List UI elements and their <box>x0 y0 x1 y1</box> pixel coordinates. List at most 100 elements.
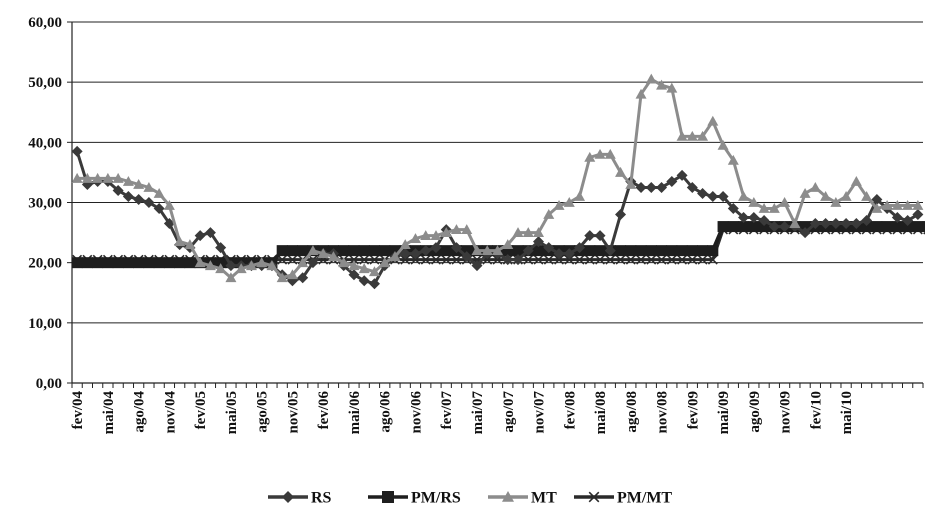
axes <box>67 21 924 388</box>
x-tick-label: mai/07 <box>470 391 486 435</box>
data-point <box>809 218 821 230</box>
legend-label: PM/MT <box>617 490 672 507</box>
data-point <box>871 203 883 213</box>
y-tick-label: 40,00 <box>28 135 62 151</box>
data-point <box>317 248 329 259</box>
data-point <box>102 257 114 269</box>
data-point <box>194 230 206 242</box>
x-tick-label: ago/04 <box>132 391 148 433</box>
x-tick-label: fev/09 <box>685 391 701 429</box>
x-tick-label: ago/09 <box>747 391 763 433</box>
legend-label: PM/RS <box>411 490 461 507</box>
data-point <box>912 221 924 233</box>
data-point <box>512 245 524 257</box>
data-point <box>153 187 165 198</box>
y-axis-ticks: 0,00 10,00 20,00 30,00 40,00 50,00 60,00 <box>28 15 62 392</box>
data-point <box>348 254 359 265</box>
data-point <box>194 257 206 268</box>
data-point <box>215 257 227 269</box>
data-point <box>276 245 288 257</box>
data-point <box>441 254 452 265</box>
data-point <box>697 254 708 265</box>
data-point <box>492 245 503 256</box>
x-tick-label: fev/05 <box>193 391 209 429</box>
data-point <box>266 260 278 271</box>
data-point <box>850 175 862 186</box>
legend-item: PM/RS <box>368 490 461 507</box>
data-point <box>799 227 811 239</box>
data-point <box>635 88 647 99</box>
x-tick-label: ago/06 <box>378 391 394 433</box>
data-point <box>768 221 780 233</box>
y-tick-label: 50,00 <box>28 75 62 91</box>
data-point <box>707 254 718 265</box>
data-point <box>645 181 657 193</box>
data-point <box>389 251 401 262</box>
data-point <box>588 491 600 503</box>
data-point <box>399 248 411 260</box>
data-point <box>450 224 462 234</box>
data-point <box>748 212 760 224</box>
data-point <box>584 151 596 162</box>
data-point <box>430 230 442 240</box>
data-point <box>400 254 411 265</box>
data-point <box>174 236 186 247</box>
data-point <box>574 242 586 254</box>
x-tick-label: nov/07 <box>532 391 548 434</box>
data-point <box>635 245 647 257</box>
data-point <box>133 193 145 205</box>
x-tick-label: nov/06 <box>408 391 424 434</box>
data-point <box>707 190 719 202</box>
data-point <box>307 257 319 269</box>
data-point <box>615 245 627 257</box>
data-point <box>92 257 104 269</box>
data-point <box>543 209 555 219</box>
data-point <box>122 257 134 269</box>
x-tick-label: mai/08 <box>593 391 609 434</box>
data-point <box>595 254 605 265</box>
data-point <box>697 130 709 141</box>
data-point <box>348 245 360 257</box>
data-point <box>717 221 729 233</box>
data-point <box>533 236 545 248</box>
data-point <box>379 257 391 268</box>
data-point <box>666 175 678 187</box>
data-point <box>594 148 606 159</box>
data-point <box>276 272 288 283</box>
data-point <box>471 260 483 272</box>
data-point <box>871 193 883 205</box>
data-point <box>348 269 360 281</box>
data-point <box>307 245 319 256</box>
data-point <box>861 215 873 227</box>
data-point <box>112 257 124 269</box>
data-point <box>758 221 770 233</box>
data-point <box>584 230 596 242</box>
data-point <box>112 184 124 196</box>
legend-item: RS <box>268 490 332 507</box>
data-point <box>717 190 729 202</box>
data-point <box>553 200 565 210</box>
data-point <box>615 209 627 221</box>
data-point <box>830 218 842 230</box>
data-point <box>369 254 380 265</box>
data-point <box>656 79 668 90</box>
legend-label: MT <box>531 490 557 507</box>
data-point <box>71 257 83 269</box>
data-point <box>358 245 370 257</box>
data-point <box>748 197 760 207</box>
data-point <box>830 197 842 207</box>
data-point <box>359 254 370 265</box>
data-point <box>594 230 606 242</box>
data-point <box>502 254 514 266</box>
data-point <box>850 218 862 230</box>
data-point <box>686 181 698 193</box>
data-point <box>717 139 729 150</box>
data-point <box>92 172 104 183</box>
data-point <box>286 269 298 280</box>
data-point <box>461 251 473 263</box>
data-point <box>338 245 350 257</box>
data-point <box>163 218 175 230</box>
data-point <box>594 245 606 257</box>
x-tick-label: ago/08 <box>624 391 640 433</box>
data-point <box>912 200 924 210</box>
